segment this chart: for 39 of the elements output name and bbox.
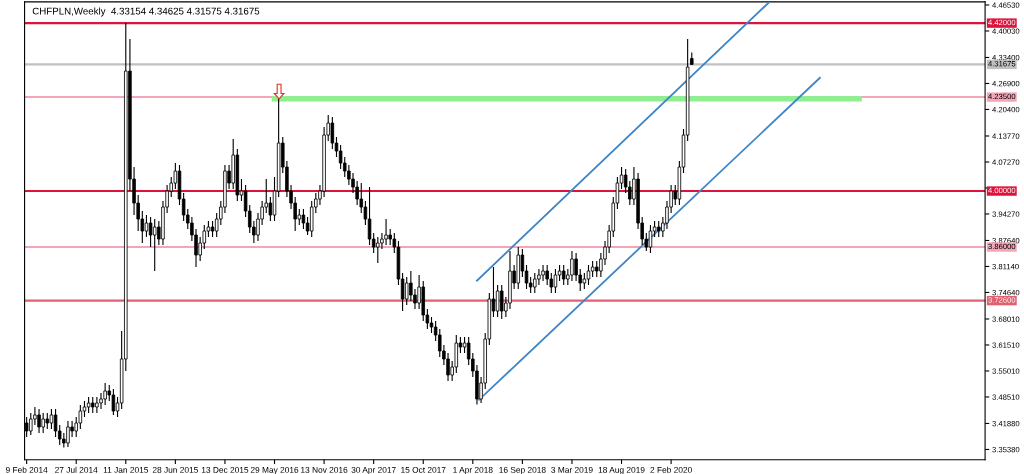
x-tick-label: 28 Jun 2015 (152, 466, 198, 473)
x-tick-label: 1 Apr 2018 (453, 466, 493, 474)
x-tick-label: 30 Apr 2017 (351, 466, 396, 474)
x-tick-label: 27 Jul 2014 (55, 466, 98, 473)
candlestick (541, 264, 545, 282)
candlestick (66, 420, 70, 448)
candlestick (545, 264, 549, 286)
x-tick-label: 13 Dec 2015 (201, 466, 249, 473)
candlestick (37, 408, 41, 434)
candlestick (384, 218, 388, 246)
x-tick-label: 9 Feb 2014 (5, 466, 48, 473)
candlestick (111, 388, 116, 416)
candlestick (570, 250, 574, 282)
candlestick (586, 264, 591, 286)
candlestick (301, 208, 306, 230)
candlestick (41, 412, 45, 434)
candlestick (553, 268, 558, 294)
candlestick (495, 284, 500, 318)
candlestick (95, 396, 99, 414)
x-tick-label: 2 Feb 2020 (650, 466, 692, 473)
candlestick (533, 272, 537, 294)
candlestick (49, 408, 54, 430)
x-tick-label: 16 Sep 2018 (499, 466, 546, 474)
candlestick (499, 284, 504, 320)
candlestick (144, 214, 149, 238)
candlestick (103, 382, 107, 406)
candlestick (574, 252, 578, 282)
text: CHFPLN,Weekly 4.33154 4.34625 4.31575 4.31675 (32, 7, 260, 17)
x-tick-label: 13 Nov 2016 (301, 466, 348, 473)
candlestick (376, 236, 380, 264)
x-tick-label: 29 May 2016 (250, 466, 299, 474)
candlestick (152, 218, 157, 272)
x-tick-label: 11 Jan 2015 (103, 466, 149, 473)
candlestick (648, 224, 653, 254)
x-tick-label: 18 Aug 2019 (598, 466, 645, 474)
x-tick-label: 15 Oct 2017 (401, 466, 446, 473)
candlestick (537, 268, 541, 286)
x-tick-label: 3 Mar 2019 (551, 466, 593, 473)
candlestick (330, 116, 335, 150)
